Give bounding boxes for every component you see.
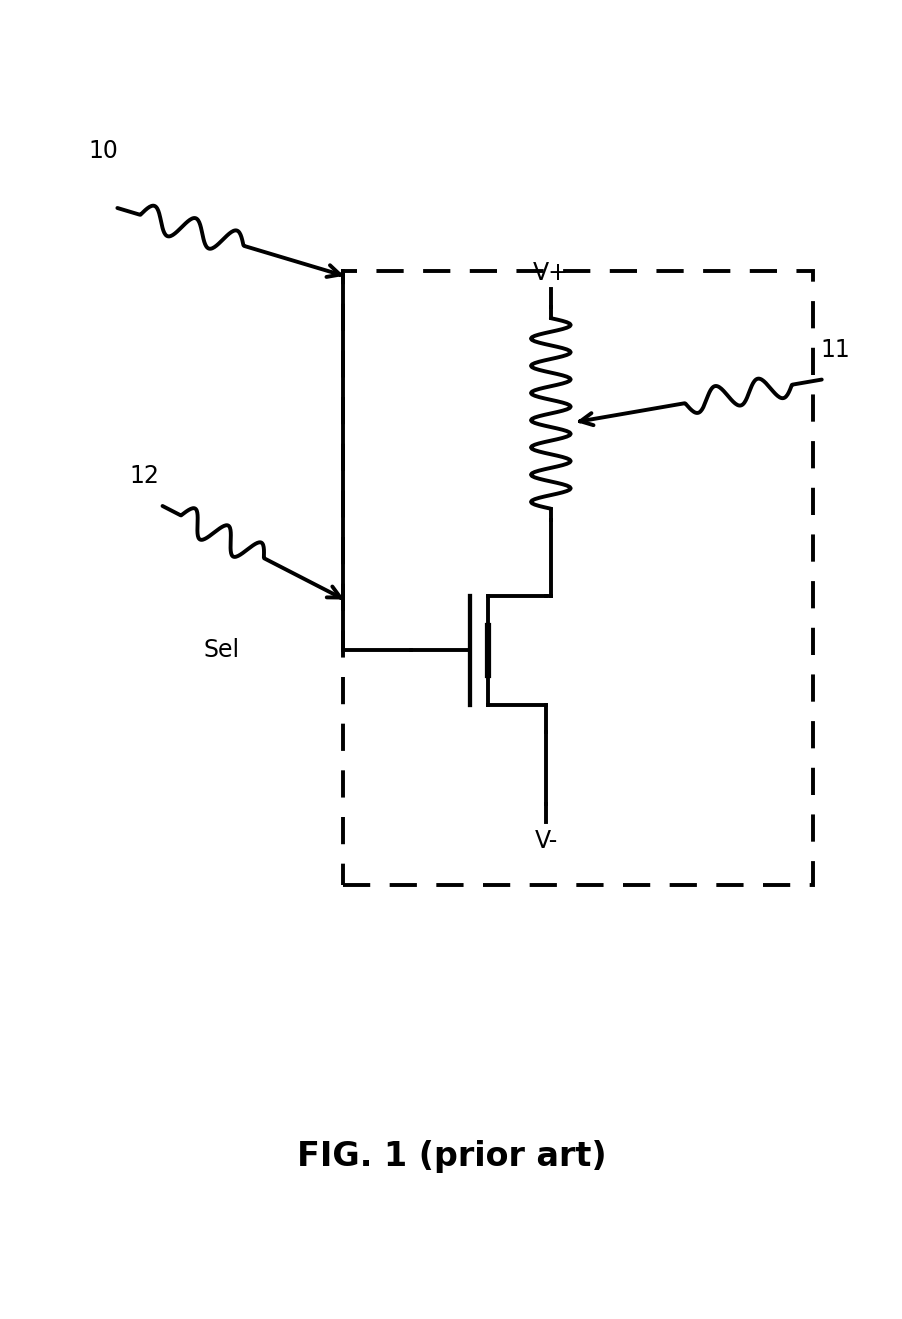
Text: 11: 11 — [820, 338, 849, 361]
Text: 12: 12 — [129, 464, 160, 488]
Text: Sel: Sel — [203, 638, 239, 662]
Text: V+: V+ — [532, 261, 568, 285]
Text: V-: V- — [534, 830, 557, 853]
Text: FIG. 1 (prior art): FIG. 1 (prior art) — [297, 1140, 605, 1173]
Text: 10: 10 — [88, 138, 119, 162]
